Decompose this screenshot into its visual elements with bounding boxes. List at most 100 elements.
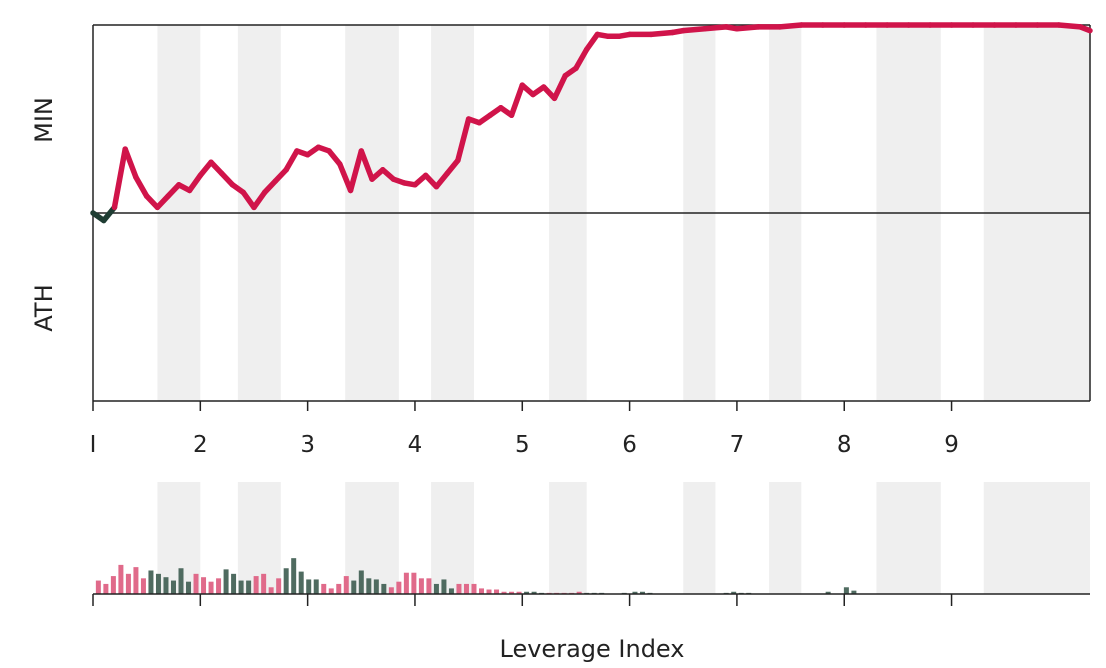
bar	[639, 591, 645, 594]
bar	[501, 591, 507, 594]
bar-series	[95, 558, 857, 594]
shaded-band	[769, 482, 802, 594]
line-segment	[100, 204, 118, 224]
x-tick-label: 7	[730, 432, 745, 458]
bar	[283, 568, 289, 594]
line-segment	[186, 172, 204, 194]
y-label-bottom: ATH	[30, 284, 58, 331]
bar	[351, 580, 357, 594]
line-segment	[701, 24, 729, 32]
line-segment	[326, 148, 343, 167]
bar	[448, 588, 454, 594]
bar	[632, 591, 638, 594]
bar	[178, 568, 184, 594]
bar	[110, 576, 116, 594]
shaded-band	[876, 482, 941, 594]
bar	[223, 569, 229, 594]
bar	[843, 587, 849, 594]
top-x-ticks: I 2 3 4 5 6 7 8 9	[90, 401, 959, 458]
bar	[103, 583, 109, 594]
bar	[125, 573, 131, 594]
x-tick-label: 3	[300, 432, 315, 458]
bar	[478, 588, 484, 594]
bottom-x-ticks	[92, 594, 953, 606]
bar	[148, 570, 154, 594]
bar	[276, 578, 282, 594]
shaded-band	[431, 482, 474, 594]
bar	[313, 579, 319, 594]
line-segment	[358, 148, 375, 182]
bar	[336, 583, 342, 594]
y-label-top: MIN	[30, 97, 58, 143]
shaded-band	[683, 482, 716, 594]
bar	[140, 578, 146, 594]
bar	[494, 589, 500, 594]
line-segment	[583, 31, 601, 53]
bar	[471, 583, 477, 594]
x-tick-label: 9	[944, 432, 959, 458]
line-series	[90, 22, 1093, 224]
shaded-band	[983, 482, 1090, 594]
x-tick-label: 5	[515, 432, 530, 458]
line-segment	[734, 24, 762, 32]
bar	[531, 591, 537, 594]
bar	[403, 572, 409, 594]
x-tick-label: 2	[193, 432, 208, 458]
x-tick-label: 6	[622, 432, 637, 458]
x-tick-label: I	[90, 432, 97, 458]
bar	[516, 591, 522, 594]
bar	[321, 583, 327, 594]
line-segment	[111, 146, 128, 211]
line-segment	[508, 82, 526, 118]
bar	[366, 578, 372, 594]
bar	[509, 591, 515, 594]
bar	[358, 570, 364, 594]
bar	[343, 576, 349, 594]
line-segment	[444, 157, 461, 177]
bar	[524, 591, 530, 594]
bar	[118, 564, 124, 594]
bottom-shaded-bands	[157, 482, 1090, 594]
bar	[851, 590, 857, 594]
line-segment	[283, 148, 300, 173]
bar	[193, 573, 199, 594]
line-segment	[240, 189, 257, 211]
bar	[268, 587, 274, 594]
bar	[411, 572, 417, 594]
bar	[246, 580, 252, 594]
bar	[163, 577, 169, 594]
bar	[216, 578, 222, 594]
bar	[418, 578, 424, 594]
x-tick-label: 4	[408, 432, 423, 458]
bar	[133, 567, 139, 594]
shaded-band	[549, 482, 587, 594]
line-segment	[122, 146, 139, 181]
bar	[433, 583, 439, 594]
line-segment	[680, 26, 708, 34]
bar	[291, 558, 297, 594]
line-segment	[777, 22, 805, 30]
bar	[396, 581, 402, 594]
bar	[231, 573, 237, 594]
bar	[306, 579, 312, 594]
line-segment	[1077, 24, 1093, 34]
line-segment	[347, 148, 365, 194]
bar	[388, 587, 394, 594]
bar	[238, 580, 244, 594]
bar	[261, 573, 267, 594]
bar	[155, 573, 161, 594]
bar	[456, 583, 462, 594]
bar	[208, 581, 214, 594]
bar	[328, 588, 334, 594]
bar	[576, 591, 582, 594]
bar	[441, 579, 447, 594]
bar	[486, 589, 492, 594]
line-segment	[573, 46, 590, 71]
shaded-band	[345, 482, 399, 594]
line-segment	[551, 73, 568, 102]
bar	[373, 579, 379, 594]
bar	[186, 581, 192, 594]
bar	[298, 571, 304, 594]
line-segment	[197, 159, 214, 179]
